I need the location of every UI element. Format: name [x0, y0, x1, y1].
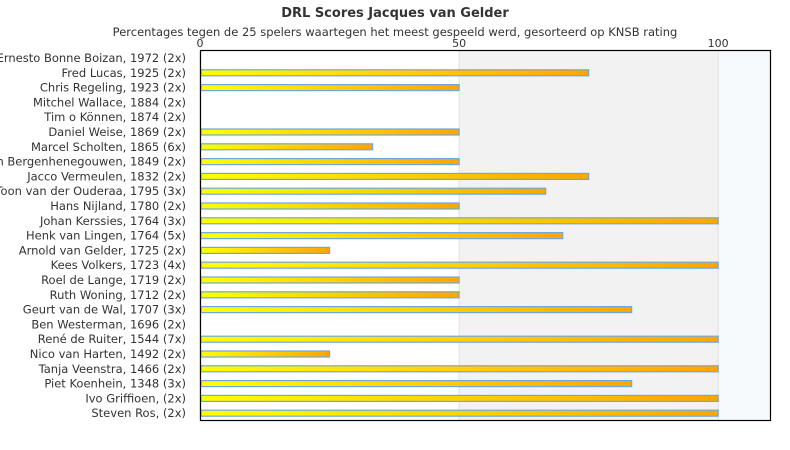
y-tick-label: René de Ruiter, 1544 (7x) [38, 332, 186, 346]
bar [200, 187, 547, 195]
bar [200, 69, 590, 77]
y-tick-label: Tim o Können, 1874 (2x) [43, 110, 186, 124]
bar [200, 202, 460, 210]
bar [200, 291, 460, 299]
bar [200, 232, 564, 240]
bar [200, 246, 331, 254]
bar [200, 276, 460, 284]
bar [200, 409, 719, 417]
y-tick-label: van Bergenhenegouwen, 1849 (2x) [0, 155, 186, 169]
grid-band [718, 51, 770, 420]
bar [200, 158, 460, 166]
bar [200, 261, 719, 269]
y-tick-label: Ruth Woning, 1712 (2x) [50, 288, 186, 302]
bar [200, 350, 331, 358]
y-tick-label: Marcel Scholten, 1865 (6x) [31, 140, 186, 154]
y-tick-label: Ben Westerman, 1696 (2x) [31, 317, 186, 331]
y-tick-label: Arnold van Gelder, 1725 (2x) [19, 243, 186, 257]
bar [200, 83, 460, 92]
bar [200, 365, 719, 373]
y-tick-label: Toon van der Ouderaa, 1795 (3x) [0, 184, 186, 198]
y-tick-label: Tanja Veenstra, 1466 (2x) [38, 362, 186, 376]
bar [200, 128, 460, 136]
bar [200, 380, 633, 388]
chart-subtitle: Percentages tegen de 25 spelers waartege… [113, 25, 678, 39]
y-tick-label: Geurt van de Wal, 1707 (3x) [23, 303, 186, 317]
y-tick-label: Mitchel Wallace, 1884 (2x) [33, 95, 186, 109]
plot-frame [199, 49, 772, 422]
y-tick-label: Steven Ros, (2x) [91, 406, 186, 420]
y-tick-label: Henk van Lingen, 1764 (5x) [26, 229, 186, 243]
chart-title: DRL Scores Jacques van Gelder [281, 6, 509, 21]
y-tick-label: Nico van Harten, 1492 (2x) [30, 347, 186, 361]
y-tick-label: Piet Koenhein, 1348 (3x) [44, 377, 186, 391]
y-tick-label: Hans Nijland, 1780 (2x) [50, 199, 186, 213]
bar [200, 143, 374, 151]
bar [200, 306, 633, 314]
y-tick-label: Kees Volkers, 1723 (4x) [51, 258, 186, 272]
y-tick-label: Jacco Vermeulen, 1832 (2x) [26, 169, 186, 183]
y-tick-label: Fred Lucas, 1925 (2x) [62, 66, 186, 80]
bar [200, 394, 719, 402]
y-tick-label: Ernesto Bonne Boizan, 1972 (2x) [0, 51, 186, 65]
y-tick-label: Chris Regeling, 1923 (2x) [40, 81, 186, 95]
y-tick-label: Ivo Griffioen, (2x) [85, 391, 186, 405]
y-tick-label: Johan Kerssies, 1764 (3x) [39, 214, 186, 228]
y-tick-label: Roel de Lange, 1719 (2x) [41, 273, 186, 287]
bar [200, 172, 590, 180]
x-tick-label: 100 [708, 37, 729, 50]
bar [200, 217, 719, 225]
x-tick-label: 0 [197, 37, 204, 50]
y-tick-label: Daniel Weise, 1869 (2x) [48, 125, 186, 139]
x-tick-label: 50 [452, 37, 466, 50]
bar [200, 335, 719, 343]
